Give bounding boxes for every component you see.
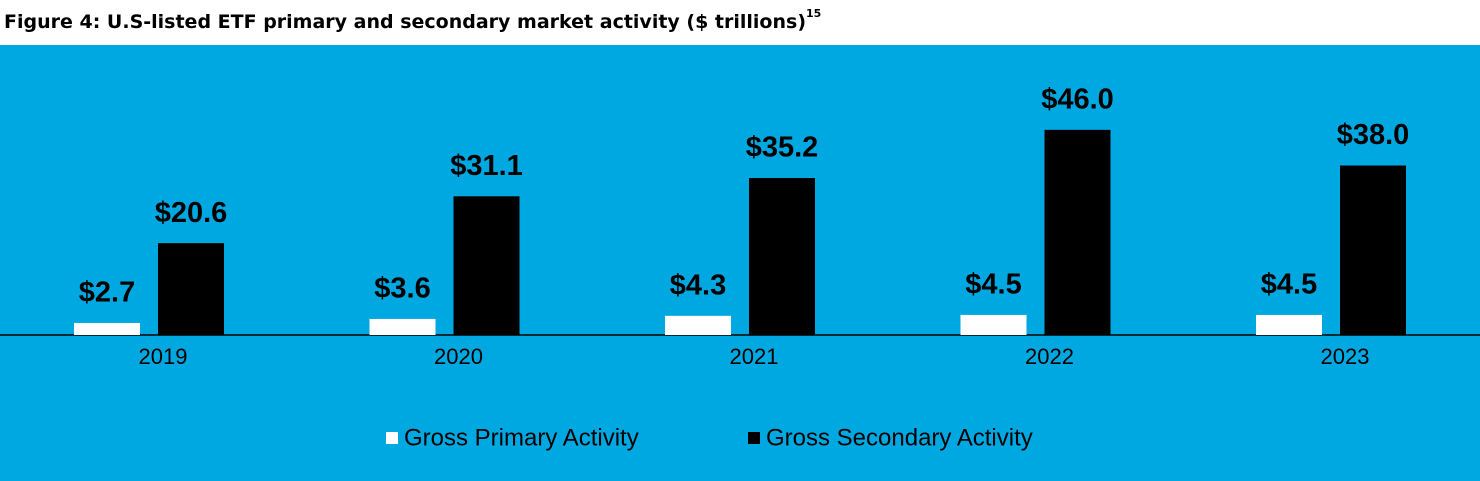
x-tick-label: 2020 bbox=[434, 344, 483, 369]
bar bbox=[1044, 129, 1111, 335]
x-tick-label: 2019 bbox=[139, 344, 188, 369]
value-label: $4.3 bbox=[670, 269, 726, 301]
bar bbox=[158, 243, 224, 335]
value-label: $46.0 bbox=[1041, 83, 1114, 115]
chart-title: Figure 4: U.S-listed ETF primary and sec… bbox=[4, 7, 821, 33]
x-tick-label: 2022 bbox=[1025, 344, 1074, 369]
legend-swatch bbox=[748, 432, 760, 444]
value-label: $31.1 bbox=[450, 150, 523, 182]
bar bbox=[1256, 314, 1322, 335]
value-label: $35.2 bbox=[746, 132, 819, 164]
value-label: $4.5 bbox=[1261, 269, 1317, 301]
bar bbox=[369, 318, 436, 335]
legend-label: Gross Primary Activity bbox=[404, 424, 639, 451]
value-label: $38.0 bbox=[1337, 119, 1410, 151]
legend-label: Gross Secondary Activity bbox=[766, 424, 1033, 451]
bar bbox=[1340, 165, 1406, 335]
title-superscript: 15 bbox=[806, 7, 821, 20]
value-label: $20.6 bbox=[155, 197, 228, 229]
bar bbox=[749, 178, 815, 335]
bar bbox=[453, 196, 520, 335]
x-tick-label: 2023 bbox=[1321, 344, 1370, 369]
value-label: $2.7 bbox=[79, 277, 135, 309]
bar bbox=[665, 315, 731, 335]
x-tick-label: 2021 bbox=[730, 344, 779, 369]
legend-swatch bbox=[386, 432, 398, 444]
bar bbox=[960, 314, 1027, 335]
value-label: $3.6 bbox=[374, 273, 430, 305]
title-text: Figure 4: U.S-listed ETF primary and sec… bbox=[4, 11, 806, 33]
plot-background bbox=[0, 45, 1480, 481]
bar bbox=[74, 322, 140, 335]
value-label: $4.5 bbox=[965, 269, 1021, 301]
